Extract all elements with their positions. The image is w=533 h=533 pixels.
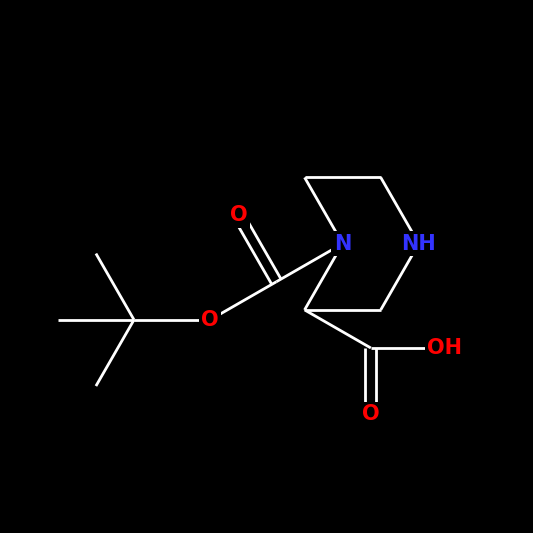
Text: O: O — [201, 310, 219, 330]
Text: O: O — [230, 206, 247, 225]
Text: OH: OH — [427, 338, 462, 358]
Text: NH: NH — [401, 233, 436, 254]
Text: N: N — [334, 233, 351, 254]
Text: O: O — [362, 404, 379, 424]
